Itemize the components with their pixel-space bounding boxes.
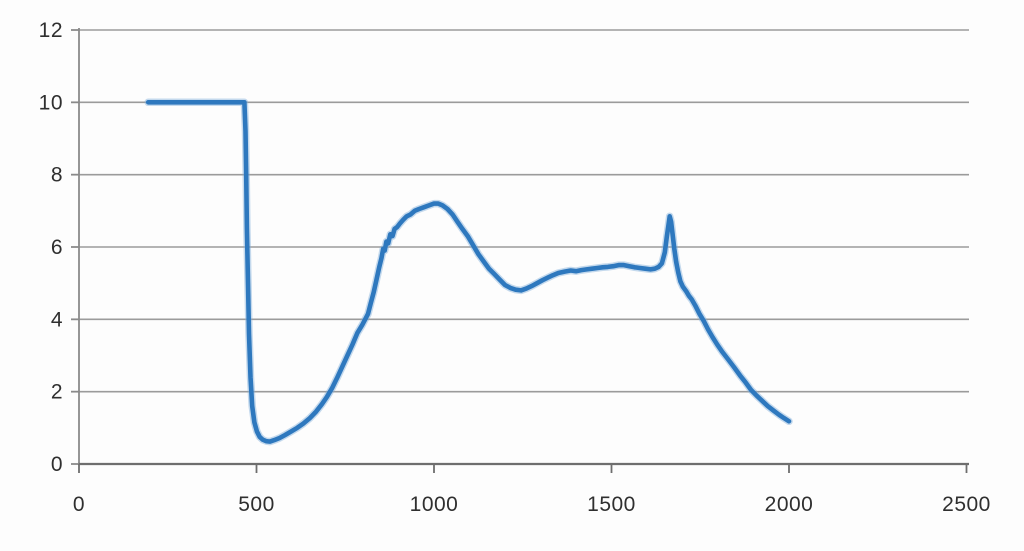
x-tick-label: 1000 (410, 493, 459, 516)
data-series-line (145, 100, 792, 444)
x-tick-label: 0 (73, 493, 85, 516)
y-tick-label: 10 (39, 91, 63, 114)
gridlines-group (79, 29, 969, 393)
y-tick-label: 6 (51, 236, 63, 259)
data-series-group (144, 98, 793, 446)
axes-group (78, 28, 969, 466)
x-tick-label: 2500 (942, 493, 991, 516)
tick-labels-group: 0 2 4 6 8 10 12 0 500 1000 1500 2000 2500 (39, 19, 991, 516)
y-tick-label: 8 (51, 164, 63, 187)
x-tick-label: 1500 (587, 493, 636, 516)
x-tick-label: 500 (238, 493, 275, 516)
y-tick-label: 12 (39, 19, 63, 42)
x-tick-label: 2000 (765, 493, 814, 516)
y-tick-label: 0 (51, 453, 63, 476)
tick-marks-group (71, 29, 968, 473)
y-tick-label: 4 (51, 308, 63, 331)
y-tick-label: 2 (51, 381, 63, 404)
